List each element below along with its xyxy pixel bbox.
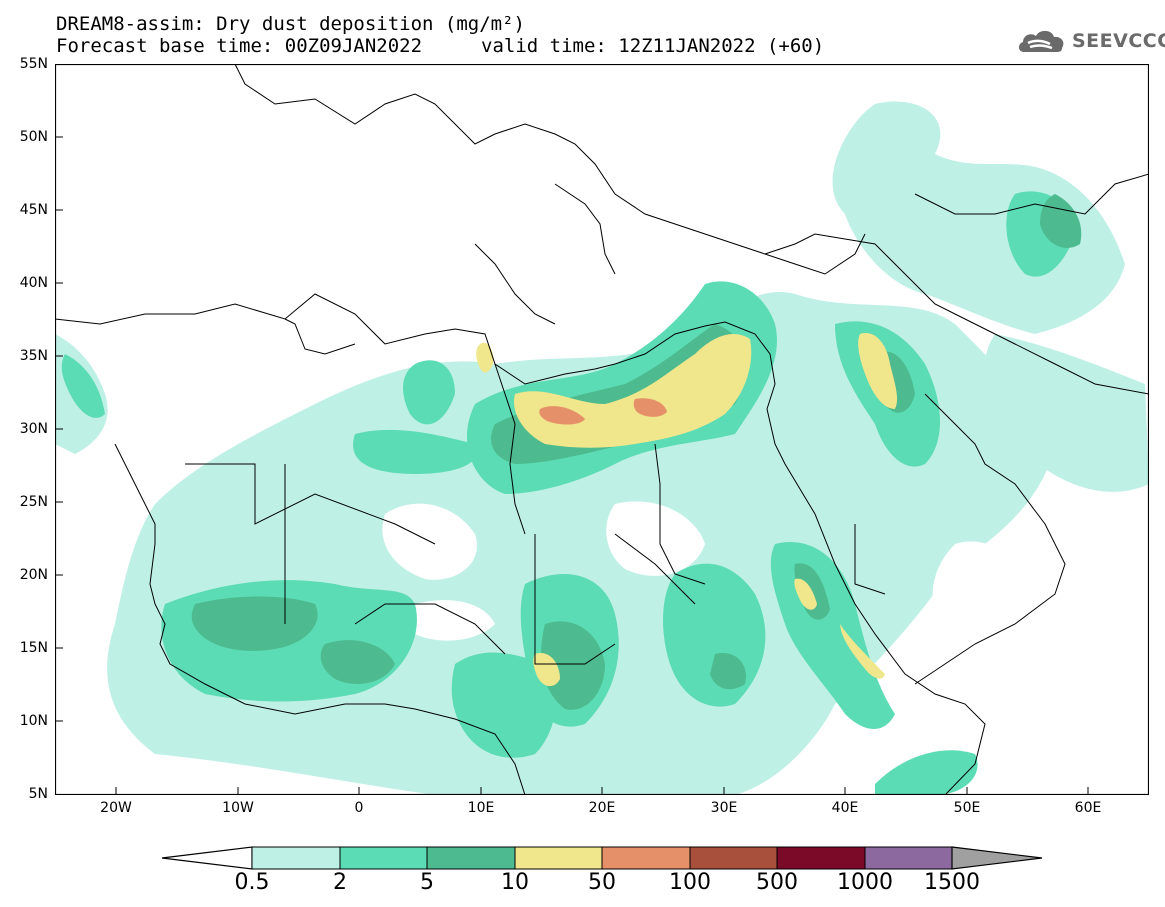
axis-ticks (55, 136, 1089, 795)
valid-time: valid time: 12Z11JAN2022 (+60) (481, 35, 825, 57)
colorbar (161, 846, 1043, 870)
logo-text: SEEVCCC (1072, 30, 1165, 52)
deposition-level-50 (539, 398, 667, 425)
lon-label: 50E (953, 800, 981, 816)
colorbar-label: 1500 (924, 870, 980, 895)
colorbar-swatch (776, 846, 866, 870)
colorbar-label: 0.5 (234, 870, 270, 895)
lon-label: 60E (1074, 800, 1102, 816)
colorbar-swatch (601, 846, 691, 870)
clear-areas (382, 501, 1035, 745)
lon-label: 20E (588, 800, 616, 816)
lon-label: 0 (354, 800, 364, 816)
colorbar-label: 500 (756, 870, 798, 895)
colorbar-swatch (426, 846, 516, 870)
colorbar-label: 1000 (837, 870, 893, 895)
lon-label: 10E (467, 800, 495, 816)
lat-label: 5N (28, 786, 48, 802)
dust-map (55, 64, 1149, 795)
colorbar-label: 2 (333, 870, 347, 895)
lat-label: 10N (19, 713, 48, 729)
lat-label: 55N (19, 56, 48, 72)
lat-label: 25N (19, 494, 48, 510)
lon-label: 10W (222, 800, 254, 816)
map-title: DREAM8-assim: Dry dust deposition (mg/m²… (56, 13, 525, 35)
colorbar-swatch (864, 846, 953, 870)
colorbar-swatch (251, 846, 341, 870)
lat-label: 30N (19, 421, 48, 437)
lat-label: 20N (19, 567, 48, 583)
country-borders (55, 64, 1149, 795)
colorbar-swatch (514, 846, 603, 870)
colorbar-high-arrow (951, 846, 1043, 870)
forecast-base-time: Forecast base time: 00Z09JAN2022 (56, 35, 423, 57)
map-frame (55, 64, 1149, 795)
cloud-icon (1018, 30, 1064, 52)
colorbar-label: 50 (588, 870, 616, 895)
lon-label: 20W (100, 800, 132, 816)
lat-label: 50N (19, 129, 48, 145)
colorbar-label: 100 (669, 870, 711, 895)
colorbar-label: 10 (501, 870, 529, 895)
lat-label: 15N (19, 640, 48, 656)
colorbar-low-arrow (161, 846, 253, 870)
colorbar-label: 5 (420, 870, 434, 895)
colorbar-swatch (689, 846, 778, 870)
lat-label: 35N (19, 348, 48, 364)
lon-label: 40E (831, 800, 859, 816)
lon-label: 30E (710, 800, 738, 816)
seevccc-logo: SEEVCCC (1016, 26, 1165, 56)
colorbar-swatch (339, 846, 428, 870)
lat-label: 45N (19, 202, 48, 218)
lat-label: 40N (19, 275, 48, 291)
